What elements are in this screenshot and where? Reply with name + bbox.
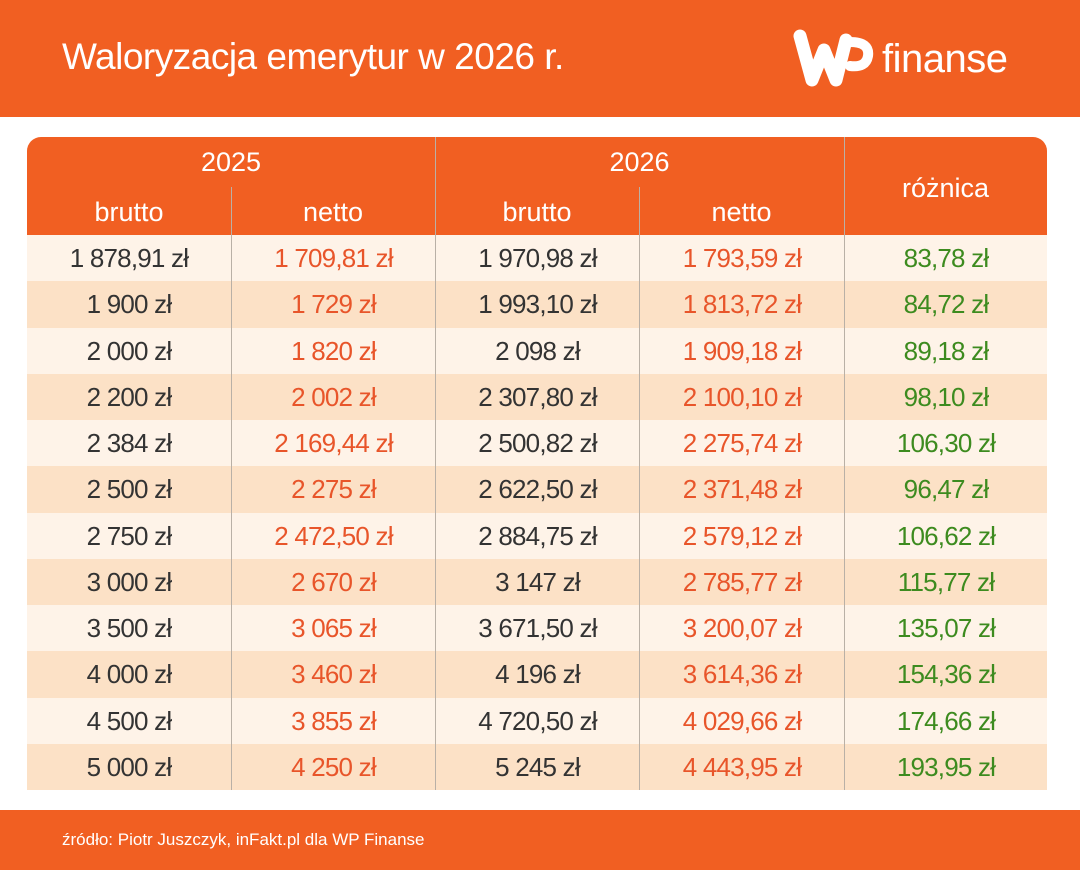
- year-2026-header: 2026: [609, 147, 670, 177]
- netto-2025-cell: 1 709,81 zł: [231, 235, 435, 282]
- brutto-2025-cell: 2 384 zł: [86, 428, 172, 458]
- brutto-2026-cell: 2 622,50 zł: [435, 466, 639, 513]
- table-header: 2025 2026 brutto netto brutto netto różn…: [27, 137, 1047, 235]
- brutto-2025-cell: 4 000 zł: [86, 659, 172, 690]
- table-row: 2 000 zł 1 820 zł 2 098 zł 1 909,18 zł 89,18…: [27, 327, 1047, 374]
- brutto-2026-cell: 3 671,50 zł: [435, 605, 639, 652]
- netto-2026-cell: 2 579,12 zł: [639, 512, 844, 559]
- brutto-2025-cell: 1 878,91 zł: [69, 243, 189, 273]
- netto-2025-cell: 3 065 zł: [231, 605, 435, 652]
- wp-logo-icon: [793, 29, 874, 87]
- netto-2025-cell: 2 275 zł: [231, 466, 435, 513]
- brutto-2026-cell: 4 720,50 zł: [435, 697, 639, 744]
- netto-2026-cell: 1 909,18 zł: [639, 327, 844, 374]
- netto-2026-cell: 2 785,77 zł: [639, 558, 844, 605]
- divider: [844, 137, 845, 235]
- difference-cell: 84,72 zł: [844, 281, 1047, 328]
- table-row: 2 750 zł 2 472,50 zł 2 884,75 zł 2 579,12 z…: [27, 512, 1047, 559]
- netto-2025-cell: 1 820 zł: [231, 327, 435, 374]
- brutto-2026-cell: 4 196 zł: [435, 651, 639, 698]
- table-row: 4 500 zł 3 855 zł 4 720,50 zł 4 029,66 zł 17…: [27, 697, 1047, 744]
- brutto-2025-cell: 4 500 zł: [86, 705, 172, 736]
- brutto-2026-header: brutto: [502, 197, 572, 227]
- netto-2026-cell: 2 275,74 zł: [639, 420, 844, 467]
- brutto-2026-cell: 3 147 zł: [435, 558, 639, 605]
- brutto-2025-header: brutto: [94, 197, 164, 227]
- brutto-2026-cell: 2 884,75 zł: [435, 512, 639, 559]
- table-body: 1 878,91 zł 1 709,81 zł 1 970,98 zł 1 793,5…: [27, 235, 1047, 790]
- brutto-2025-cell: 5 000 zł: [86, 751, 172, 782]
- table-row: 1 900 zł 1 729 zł 1 993,10 zł 1 813,72 zł 84…: [27, 281, 1047, 328]
- brutto-2026-cell: 2 500,82 zł: [435, 420, 639, 467]
- netto-2025-cell: 2 002 zł: [231, 373, 435, 420]
- footer: źródło: Piotr Juszczyk, inFakt.pl dla WP…: [0, 810, 1080, 870]
- brutto-2025-cell: 2 000 zł: [86, 335, 172, 366]
- netto-2025-header: netto: [302, 197, 364, 227]
- brutto-2025-cell: 1 900 zł: [86, 289, 172, 320]
- netto-2026-cell: 3 614,36 zł: [639, 651, 844, 698]
- netto-2026-cell: 3 200,07 zł: [639, 605, 844, 652]
- year-2025-header: 2025: [200, 147, 262, 177]
- divider: [435, 137, 436, 235]
- brutto-2026-cell: 2 307,80 zł: [435, 373, 639, 420]
- brutto-2025-cell: 2 200 zł: [86, 381, 172, 412]
- difference-cell: 135,07 zł: [844, 605, 1047, 652]
- difference-cell: 98,10 zł: [844, 373, 1047, 420]
- netto-2025-cell: 3 460 zł: [231, 651, 435, 698]
- brutto-2025-cell: 3 500 zł: [86, 613, 172, 643]
- difference-cell: 154,36 zł: [844, 651, 1047, 698]
- netto-2025-cell: 1 729 zł: [231, 281, 435, 328]
- brutto-2025-cell: 2 500 zł: [86, 474, 172, 505]
- brutto-2026-cell: 1 993,10 zł: [435, 281, 639, 328]
- netto-2025-cell: 2 670 zł: [231, 558, 435, 605]
- table-row: 3 500 zł 3 065 zł 3 671,50 zł 3 200,07 zł 13…: [27, 605, 1047, 652]
- netto-2025-cell: 2 472,50 zł: [231, 512, 435, 559]
- table-row: 3 000 zł 2 670 zł 3 147 zł 2 785,77 zł 115,7…: [27, 558, 1047, 605]
- netto-2025-cell: 4 250 zł: [231, 743, 435, 790]
- netto-2025-cell: 2 169,44 zł: [231, 420, 435, 467]
- table-row: 5 000 zł 4 250 zł 5 245 zł 4 443,95 zł 193,9…: [27, 743, 1047, 790]
- table-row: 2 384 zł 2 169,44 zł 2 500,82 zł 2 275,74 z…: [27, 420, 1047, 467]
- netto-2026-cell: 2 100,10 zł: [639, 373, 844, 420]
- netto-2026-header: netto: [711, 197, 772, 227]
- page-title: Waloryzacja emerytur w 2026 r.: [62, 36, 564, 77]
- source-note: źródło: Piotr Juszczyk, inFakt.pl dla WP…: [62, 830, 425, 849]
- brutto-2026-cell: 1 970,98 zł: [435, 235, 639, 282]
- difference-cell: 193,95 zł: [844, 743, 1047, 790]
- divider: [639, 187, 640, 235]
- difference-cell: 174,66 zł: [844, 697, 1047, 744]
- netto-2026-cell: 4 029,66 zł: [639, 697, 844, 744]
- table-row: 2 500 zł 2 275 zł 2 622,50 zł 2 371,48 zł 96…: [27, 466, 1047, 513]
- difference-cell: 89,18 zł: [844, 327, 1047, 374]
- brutto-2025-cell: 2 750 zł: [86, 520, 172, 551]
- wp-finanse-logo: finanse: [792, 28, 1008, 90]
- netto-2026-cell: 1 813,72 zł: [639, 281, 844, 328]
- header-banner: Waloryzacja emerytur w 2026 r. finanse: [0, 0, 1080, 117]
- difference-cell: 83,78 zł: [844, 235, 1047, 282]
- table-row: 1 878,91 zł 1 709,81 zł 1 970,98 zł 1 793,5…: [27, 235, 1047, 282]
- pension-table: 2025 2026 brutto netto brutto netto różn…: [27, 137, 1047, 790]
- netto-2026-cell: 2 371,48 zł: [639, 466, 844, 513]
- difference-cell: 106,30 zł: [844, 420, 1047, 467]
- netto-2026-cell: 4 443,95 zł: [639, 743, 844, 790]
- brutto-2025-cell: 3 000 zł: [86, 566, 172, 597]
- divider: [231, 187, 232, 235]
- difference-cell: 96,47 zł: [844, 466, 1047, 513]
- table-row: 2 200 zł 2 002 zł 2 307,80 zł 2 100,10 zł 98…: [27, 373, 1047, 420]
- difference-cell: 106,62 zł: [844, 512, 1047, 559]
- netto-2025-cell: 3 855 zł: [231, 697, 435, 744]
- table-row: 4 000 zł 3 460 zł 4 196 zł 3 614,36 zł 154,3…: [27, 651, 1047, 698]
- brutto-2026-cell: 2 098 zł: [435, 327, 639, 374]
- brutto-2026-cell: 5 245 zł: [435, 743, 639, 790]
- logo-text: finanse: [882, 36, 1008, 81]
- netto-2026-cell: 1 793,59 zł: [639, 235, 844, 282]
- difference-header: różnica: [901, 173, 990, 203]
- difference-cell: 115,77 zł: [844, 558, 1047, 605]
